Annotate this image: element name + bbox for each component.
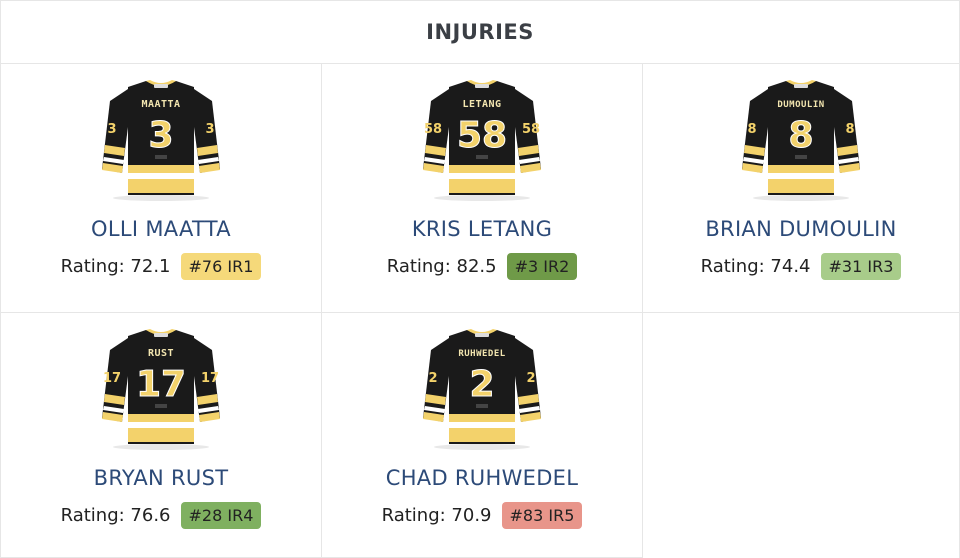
player-name-link[interactable]: KRIS LETANG xyxy=(411,217,553,241)
injury-badge[interactable]: #31 IR3 xyxy=(820,253,902,280)
svg-text:58: 58 xyxy=(424,122,442,137)
player-card: 3 3 MAATTA 3 OLLI MAATTA Rating: 72.1 #76 I… xyxy=(1,64,322,313)
player-card: 8 8 DUMOULIN 8 BRIAN DUMOULIN Rating: 74.4 … xyxy=(643,64,959,313)
svg-text:58: 58 xyxy=(522,122,540,137)
jersey-icon: 3 3 MAATTA 3 xyxy=(102,80,220,201)
injury-badge[interactable]: #83 IR5 xyxy=(501,502,583,529)
player-name-link[interactable]: OLLI MAATTA xyxy=(91,217,231,241)
player-name-link[interactable]: CHAD RUHWEDEL xyxy=(385,466,579,490)
svg-text:LETANG: LETANG xyxy=(462,99,501,110)
svg-text:58: 58 xyxy=(457,115,507,156)
jersey-icon: 17 17 RUST 17 xyxy=(102,329,220,450)
player-grid: 3 3 MAATTA 3 OLLI MAATTA Rating: 72.1 #76 I… xyxy=(1,64,959,558)
rating-text: Rating: 70.9 xyxy=(381,505,492,526)
rating-row: Rating: 76.6 #28 IR4 xyxy=(61,502,262,529)
svg-text:3: 3 xyxy=(205,122,214,137)
player-card: 2 2 RUHWEDEL 2 CHAD RUHWEDEL Rating: 70.9 #… xyxy=(322,313,643,558)
svg-text:17: 17 xyxy=(136,364,186,405)
rating-row: Rating: 70.9 #83 IR5 xyxy=(382,502,583,529)
svg-text:3: 3 xyxy=(148,115,173,156)
svg-text:2: 2 xyxy=(526,371,535,386)
svg-text:8: 8 xyxy=(747,122,756,137)
rating-text: Rating: 72.1 xyxy=(60,256,171,277)
player-card: 58 58 LETANG 58 KRIS LETANG Rating: 82.5 #3… xyxy=(322,64,643,313)
injury-badge[interactable]: #3 IR2 xyxy=(506,253,578,280)
panel-title: INJURIES xyxy=(426,20,534,44)
svg-text:RUST: RUST xyxy=(148,348,174,359)
jersey-icon: 58 58 LETANG 58 xyxy=(423,80,541,201)
svg-text:3: 3 xyxy=(107,122,116,137)
rating-row: Rating: 74.4 #31 IR3 xyxy=(701,253,902,280)
injury-badge[interactable]: #76 IR1 xyxy=(180,253,262,280)
svg-text:2: 2 xyxy=(428,371,437,386)
player-name-link[interactable]: BRYAN RUST xyxy=(93,466,229,490)
rating-row: Rating: 72.1 #76 IR1 xyxy=(61,253,262,280)
svg-text:DUMOULIN: DUMOULIN xyxy=(777,100,824,110)
empty-card xyxy=(643,313,959,558)
rating-text: Rating: 82.5 xyxy=(386,256,497,277)
svg-text:MAATTA: MAATTA xyxy=(141,99,180,110)
player-card: 17 17 RUST 17 BRYAN RUST Rating: 76.6 #28 I… xyxy=(1,313,322,558)
rating-text: Rating: 76.6 xyxy=(60,505,171,526)
svg-text:8: 8 xyxy=(788,115,813,156)
rating-text: Rating: 74.4 xyxy=(700,256,811,277)
injury-badge[interactable]: #28 IR4 xyxy=(180,502,262,529)
svg-text:8: 8 xyxy=(845,122,854,137)
jersey-icon: 2 2 RUHWEDEL 2 xyxy=(423,329,541,450)
svg-text:17: 17 xyxy=(103,371,121,386)
rating-row: Rating: 82.5 #3 IR2 xyxy=(387,253,578,280)
svg-text:RUHWEDEL: RUHWEDEL xyxy=(458,349,505,359)
player-name-link[interactable]: BRIAN DUMOULIN xyxy=(705,217,897,241)
jersey-icon: 8 8 DUMOULIN 8 xyxy=(742,80,860,201)
svg-text:17: 17 xyxy=(201,371,219,386)
panel-header: INJURIES xyxy=(1,0,959,64)
svg-text:2: 2 xyxy=(469,364,494,405)
